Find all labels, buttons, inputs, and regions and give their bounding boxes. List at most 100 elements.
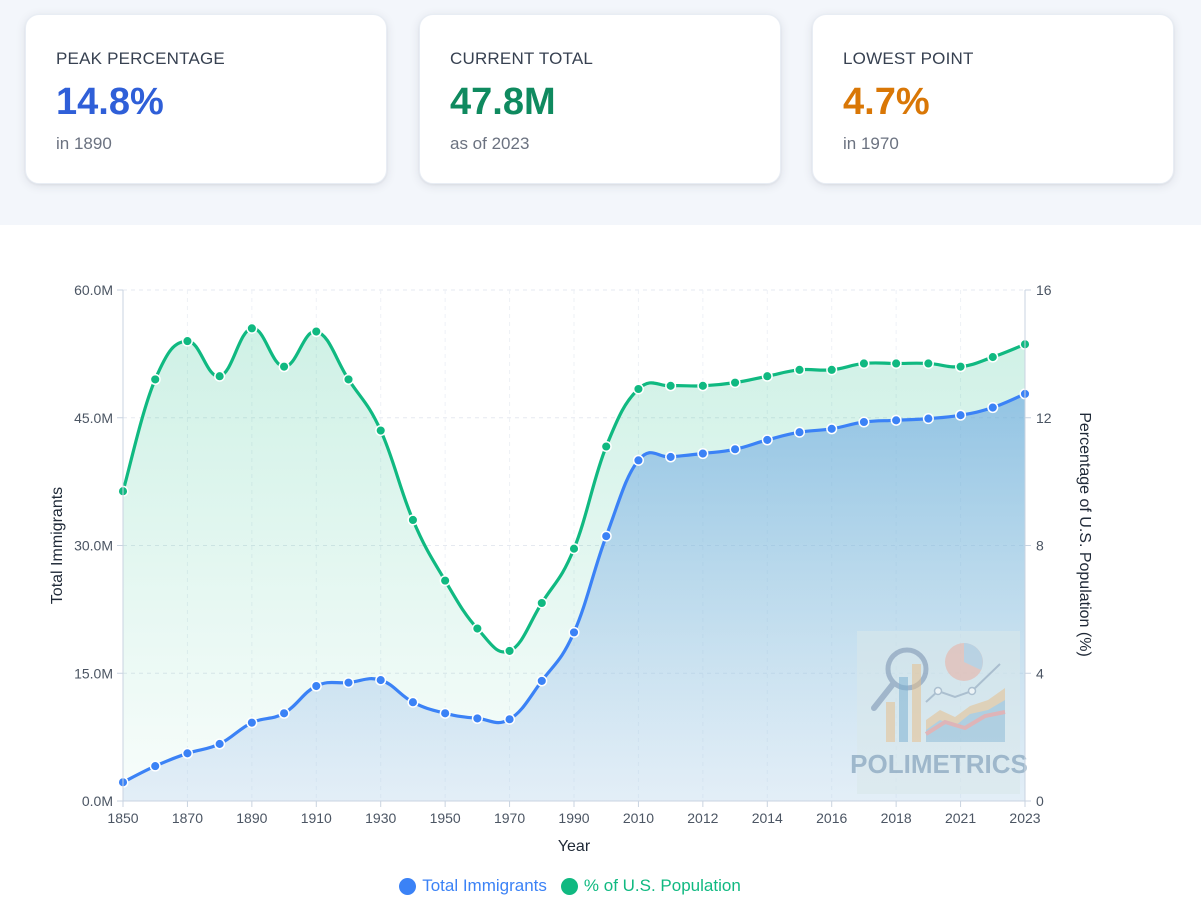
legend-dot-green [560,877,578,895]
left-tick-label: 0.0M [82,793,113,809]
left-axis-title: Total Immigrants [49,487,66,604]
percent-population-point [504,645,516,657]
right-tick-label: 8 [1036,538,1044,554]
percent-population-point [987,351,999,363]
lowest-point-card: LOWEST POINT 4.7% in 1970 [812,14,1174,184]
total-immigrants-line [122,392,1026,784]
x-tick-label: 1910 [301,810,332,826]
card-label: LOWEST POINT [843,49,974,68]
percent-population-point [826,364,838,376]
percent-population-point [890,357,902,370]
watermark: POLIMETRICS [850,631,1028,794]
card-value: 47.8M [450,81,556,123]
total-immigrants-point [504,713,516,725]
total-immigrants-point [149,760,161,772]
total-immigrants-point [665,451,677,463]
percent-population-point [342,373,355,385]
x-tick-label: 2021 [945,810,976,826]
total-immigrants-point [439,707,451,719]
legend-label: % of U.S. Population [583,876,741,895]
total-immigrants-point [214,738,226,750]
legend-item-percent-population[interactable]: % of U.S. Population [560,876,741,896]
total-immigrants-area [123,393,1025,801]
percent-population-point [600,440,612,453]
percent-population-point [471,622,483,635]
percent-population-point [181,335,193,347]
percent-population-point [793,364,806,376]
right-axis-title: Percentage of U.S. Population (%) [1076,412,1093,657]
trend-line-icon [924,663,1006,742]
total-immigrants-point [697,447,709,460]
percent-population-point [665,380,677,392]
total-immigrants-point [342,677,355,689]
total-immigrants-point [278,707,290,719]
chart-legend: Total Immigrants % of U.S. Population [0,876,1140,896]
pie-chart-icon [945,643,983,681]
x-tick-label: 1870 [172,810,203,826]
x-tick-label: 2018 [881,810,912,826]
total-immigrants-point [407,696,419,708]
percent-population-point [536,597,548,609]
legend-label: Total Immigrants [422,876,547,895]
percent-population-point [246,322,258,334]
x-tick-label: 2014 [752,810,783,826]
right-tick-label: 0 [1036,793,1044,809]
right-tick-label: 12 [1036,410,1052,426]
card-label: PEAK PERCENTAGE [56,49,225,68]
watermark-text: POLIMETRICS [850,749,1028,779]
percent-population-point [632,383,644,395]
percent-population-point [310,325,322,338]
percent-population-point [697,380,709,392]
percent-population-point [729,377,741,389]
x-tick-label: 1850 [107,810,138,826]
card-subtext: in 1970 [843,134,899,153]
legend-dot-blue [399,877,417,895]
percent-population-point [407,514,419,526]
percent-population-point [955,361,967,373]
percent-population-point [149,373,161,385]
total-immigrants-point [729,443,741,455]
right-tick-label: 16 [1036,282,1052,298]
left-tick-label: 60.0M [74,282,113,298]
percent-population-point [922,357,934,370]
total-immigrants-point [826,423,838,435]
total-immigrants-point [310,680,322,692]
total-immigrants-point [632,454,644,466]
percent-population-point [375,424,387,437]
legend-item-total-immigrants[interactable]: Total Immigrants [399,876,547,896]
total-immigrants-point [375,674,387,686]
percent-population-point [439,575,451,587]
left-tick-label: 30.0M [74,538,113,554]
total-immigrants-point [793,426,806,438]
right-tick-label: 4 [1036,665,1044,681]
x-tick-label: 2010 [623,810,654,826]
card-subtext: as of 2023 [450,134,530,153]
total-immigrants-point [761,434,773,446]
current-total-card: CURRENT TOTAL 47.8M as of 2023 [419,14,781,184]
x-tick-label: 2023 [1009,810,1040,826]
x-tick-label: 1890 [236,810,267,826]
x-tick-label: 2012 [687,810,718,826]
total-immigrants-point [471,712,483,724]
x-tick-label: 2016 [816,810,847,826]
card-value: 14.8% [56,81,164,123]
card-subtext: in 1890 [56,134,112,153]
x-axis-title: Year [558,838,591,855]
x-tick-label: 1930 [365,810,396,826]
left-tick-label: 15.0M [74,665,113,681]
x-tick-label: 1990 [558,810,589,826]
percent-population-point [214,370,226,382]
total-immigrants-point [987,401,999,414]
left-tick-label: 45.0M [74,410,113,426]
x-tick-label: 1950 [430,810,461,826]
total-immigrants-point [181,747,193,759]
x-tick-label: 1970 [494,810,525,826]
percent-population-point [568,543,580,555]
percent-population-point [761,370,773,382]
total-immigrants-point [246,717,258,729]
chart-lines [117,322,1031,788]
total-immigrants-point [858,416,870,428]
total-immigrants-point [536,675,548,687]
percent-population-point [858,357,870,370]
